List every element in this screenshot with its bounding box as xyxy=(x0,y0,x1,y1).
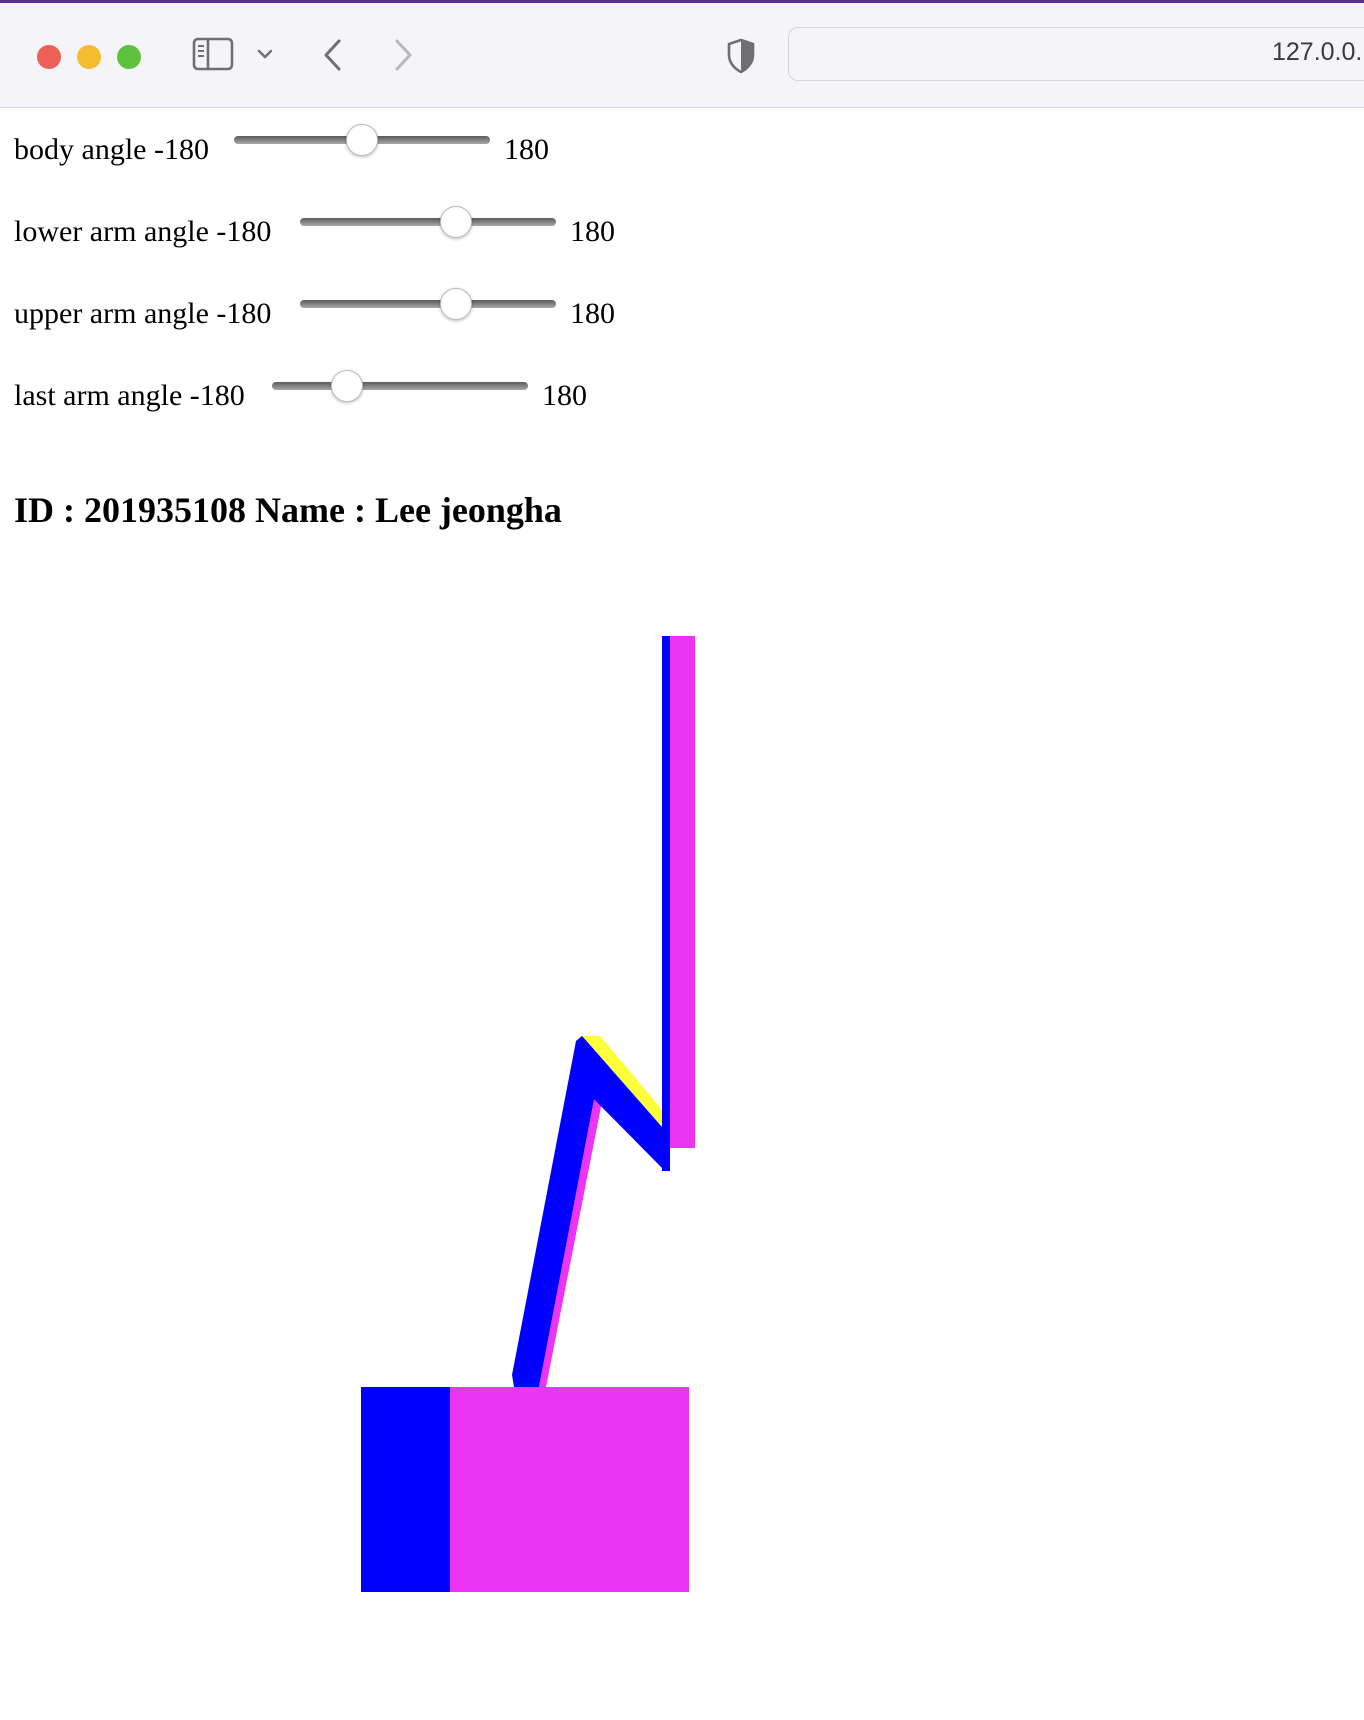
back-arrow-icon[interactable] xyxy=(320,37,344,73)
upper-arm-top-face xyxy=(582,1036,664,1127)
browser-toolbar xyxy=(0,3,1364,108)
forward-arrow-icon[interactable] xyxy=(392,37,416,73)
last-arm-angle-slider-thumb[interactable] xyxy=(331,370,364,402)
address-bar-url: 127.0.0. xyxy=(1272,38,1363,66)
lower-arm-angle-label: lower arm angle -180 xyxy=(14,215,272,248)
last-arm-angle-slider[interactable] xyxy=(272,370,528,402)
body-angle-label: body angle -180 xyxy=(14,133,209,166)
privacy-shield-icon[interactable] xyxy=(726,38,756,74)
upper-arm-angle-label: upper arm angle -180 xyxy=(14,297,272,330)
lower-arm-angle-max-label: 180 xyxy=(570,215,615,248)
upper-arm-angle-slider-thumb[interactable] xyxy=(440,288,472,320)
sidebar-toggle-icon[interactable] xyxy=(192,37,234,71)
body-angle-slider-thumb[interactable] xyxy=(346,124,378,156)
address-bar[interactable] xyxy=(788,27,1364,81)
base-front-face xyxy=(449,1387,689,1592)
upper-arm-angle-max-label: 180 xyxy=(570,297,615,330)
lower-arm-front-face xyxy=(539,1058,609,1387)
base-side-face xyxy=(361,1387,450,1592)
last-arm-angle-label: last arm angle -180 xyxy=(14,379,245,412)
body-angle-slider[interactable] xyxy=(234,124,490,156)
lower-arm-side-face xyxy=(512,1036,602,1387)
student-info-heading: ID : 201935108 Name : Lee jeongha xyxy=(14,490,562,530)
minimize-window-button[interactable] xyxy=(77,45,101,69)
chevron-down-icon[interactable] xyxy=(256,48,274,60)
zoom-window-button[interactable] xyxy=(117,45,141,69)
window-accent-line xyxy=(0,0,1364,3)
body-angle-max-label: 180 xyxy=(504,133,549,166)
close-window-button[interactable] xyxy=(37,45,61,69)
upper-arm-angle-slider[interactable] xyxy=(300,288,556,320)
upper-arm-side-face xyxy=(576,1036,665,1171)
lower-arm-angle-slider[interactable] xyxy=(300,206,556,238)
last-arm-angle-max-label: 180 xyxy=(542,379,587,412)
last-arm-side-face xyxy=(662,636,670,1171)
lower-arm-angle-slider-thumb[interactable] xyxy=(440,206,472,238)
robot-arm-canvas xyxy=(361,636,695,1592)
last-arm-front-face xyxy=(669,636,695,1148)
